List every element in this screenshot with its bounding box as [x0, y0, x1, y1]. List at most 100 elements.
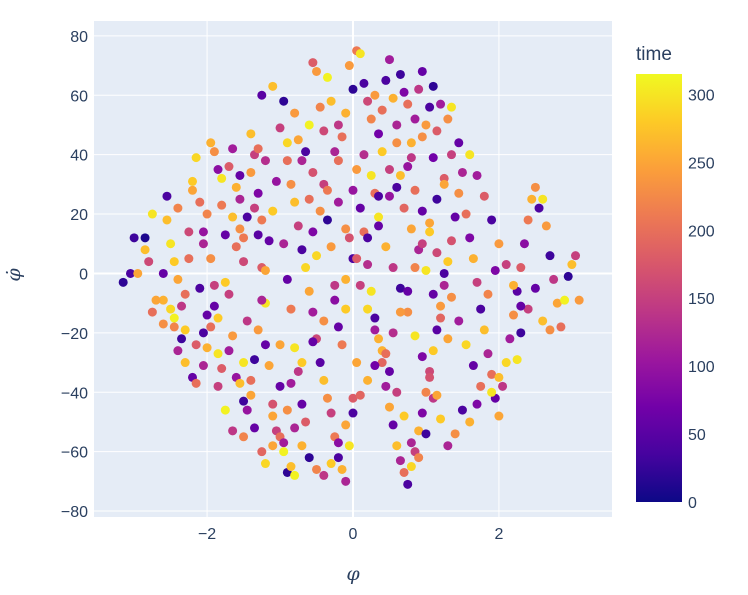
- scatter-point: [333, 120, 343, 130]
- y-tick-label: −20: [61, 326, 88, 343]
- scatter-point: [158, 295, 168, 305]
- scatter-point: [151, 295, 161, 305]
- scatter-point: [239, 396, 249, 406]
- scatter-point: [395, 307, 405, 317]
- scatter-point: [333, 453, 343, 463]
- scatter-point: [443, 334, 453, 344]
- scatter-point: [162, 191, 172, 201]
- scatter-point: [213, 165, 223, 175]
- scatter-point: [450, 212, 460, 222]
- scatter-point: [184, 254, 194, 264]
- scatter-point: [304, 453, 314, 463]
- scatter-point: [421, 429, 431, 439]
- scatter-point: [370, 90, 380, 100]
- colorbar-title: time: [636, 44, 672, 65]
- scatter-point: [184, 227, 194, 237]
- scatter-point: [363, 96, 373, 106]
- scatter-point: [206, 138, 216, 148]
- scatter-point: [213, 349, 223, 359]
- scatter-point: [512, 355, 522, 365]
- scatter-point: [352, 254, 362, 264]
- scatter-point: [206, 322, 216, 332]
- scatter-point: [308, 337, 318, 347]
- scatter-point: [282, 274, 292, 284]
- scatter-point: [286, 378, 296, 388]
- scatter-point: [235, 378, 245, 388]
- scatter-point: [279, 447, 289, 457]
- scatter-point: [257, 90, 267, 100]
- scatter-point: [443, 257, 453, 267]
- scatter-point: [374, 191, 384, 201]
- scatter-point: [129, 233, 139, 243]
- y-tick-label: −60: [61, 445, 88, 462]
- scatter-point: [246, 167, 256, 177]
- scatter-point: [527, 194, 537, 204]
- scatter-point: [406, 153, 416, 163]
- scatter-point: [392, 387, 402, 397]
- scatter-point: [468, 254, 478, 264]
- scatter-point: [505, 334, 515, 344]
- scatter-point: [406, 224, 416, 234]
- scatter-point: [209, 301, 219, 311]
- scatter-point: [519, 239, 529, 249]
- scatter-point: [282, 156, 292, 166]
- scatter-point: [173, 346, 183, 356]
- scatter-point: [410, 263, 420, 273]
- scatter-point: [388, 420, 398, 430]
- scatter-point: [297, 245, 307, 255]
- scatter-point: [432, 325, 442, 335]
- scatter-point: [260, 265, 270, 275]
- y-tick-label: 40: [70, 148, 88, 165]
- scatter-point: [147, 307, 157, 317]
- scatter-point: [322, 393, 332, 403]
- scatter-point: [301, 417, 311, 427]
- scatter-point: [366, 114, 376, 124]
- x-tick-label: 0: [349, 526, 358, 543]
- scatter-point: [268, 411, 278, 421]
- scatter-point: [166, 239, 176, 249]
- scatter-point: [224, 289, 234, 299]
- scatter-point: [326, 242, 336, 252]
- scatter-point: [319, 470, 329, 480]
- scatter-point: [487, 369, 497, 379]
- scatter-point: [501, 260, 511, 270]
- scatter-point: [322, 72, 332, 82]
- scatter-point: [439, 280, 449, 290]
- scatter-point: [242, 405, 252, 415]
- scatter-point: [395, 456, 405, 466]
- scatter-point: [384, 55, 394, 65]
- scatter-point: [374, 212, 384, 222]
- scatter-point: [352, 165, 362, 175]
- scatter-point: [290, 108, 300, 118]
- scatter-point: [571, 251, 581, 261]
- scatter-point: [304, 286, 314, 296]
- scatter-point: [403, 286, 413, 296]
- scatter-point: [395, 283, 405, 293]
- scatter-point: [308, 227, 318, 237]
- scatter-point: [217, 173, 227, 183]
- scatter-point: [297, 358, 307, 368]
- scatter-point: [158, 268, 168, 278]
- scatter-point: [326, 96, 336, 106]
- scatter-point: [239, 432, 249, 442]
- scatter-point: [180, 289, 190, 299]
- scatter-point: [366, 286, 376, 296]
- y-axis-ticks: −80 −60 −40 −20 0 20 40 60 80: [61, 29, 88, 521]
- y-tick-label: 80: [70, 29, 88, 46]
- scatter-point: [472, 277, 482, 287]
- scatter-point: [377, 147, 387, 157]
- scatter-point: [337, 464, 347, 474]
- scatter-point: [498, 381, 508, 391]
- y-axis-title: φ̇: [3, 268, 25, 282]
- scatter-point: [341, 476, 351, 486]
- scatter-point: [344, 61, 354, 71]
- scatter-point: [246, 375, 256, 385]
- scatter-point: [406, 138, 416, 148]
- scatter-point: [322, 185, 332, 195]
- scatter-point: [177, 301, 187, 311]
- scatter-point: [428, 153, 438, 163]
- colorbar-tick-label: 100: [688, 359, 715, 376]
- scatter-point: [202, 209, 212, 219]
- scatter-point: [446, 150, 456, 160]
- scatter-point: [279, 438, 289, 448]
